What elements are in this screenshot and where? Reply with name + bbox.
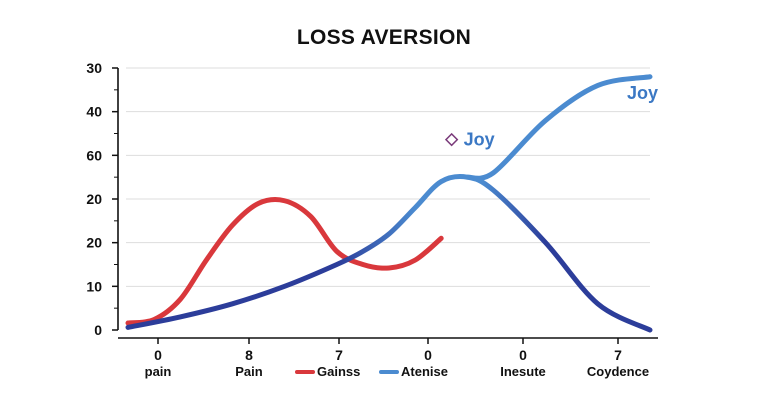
annotation-joy-top: Joy xyxy=(627,83,658,103)
chart-title: LOSS AVERSION xyxy=(296,26,472,49)
x-tick-label: 0 xyxy=(424,347,432,363)
y-tick-label: 20 xyxy=(86,235,102,251)
x-sub-label: pain xyxy=(145,364,172,379)
y-tick-label: 10 xyxy=(86,278,102,294)
y-tick-label: 40 xyxy=(86,104,102,120)
series-line-atenise-upper xyxy=(464,74,653,181)
legend-label: Atenise xyxy=(401,364,448,379)
series-line-gainss xyxy=(125,197,444,326)
x-sub-label: Coydence xyxy=(587,364,649,379)
x-tick-label: 8 xyxy=(245,347,253,363)
y-axis-ticks: 0 10 20 20 60 40 30 xyxy=(86,60,118,338)
legend: Gainss Atenise xyxy=(295,364,448,379)
x-tick-label: 7 xyxy=(614,347,622,363)
diamond-marker xyxy=(444,132,459,147)
series-lines xyxy=(125,74,653,333)
x-tick-label: 7 xyxy=(335,347,343,363)
y-tick-label: 0 xyxy=(94,322,102,338)
grid-lines xyxy=(126,67,650,287)
y-tick-label: 30 xyxy=(86,60,102,76)
annotation-joy-peak: Joy xyxy=(464,130,495,150)
y-tick-label: 20 xyxy=(86,191,102,207)
x-sub-label: Inesute xyxy=(500,364,546,379)
y-tick-label: 60 xyxy=(86,147,102,163)
legend-label: Gainss xyxy=(317,364,360,379)
x-tick-label: 0 xyxy=(519,347,527,363)
annotations: Joy Joy xyxy=(444,83,658,150)
series-line-atenise xyxy=(125,174,653,333)
axes xyxy=(117,68,658,339)
x-tick-label: 0 xyxy=(154,347,162,363)
x-sub-label: Pain xyxy=(235,364,263,379)
